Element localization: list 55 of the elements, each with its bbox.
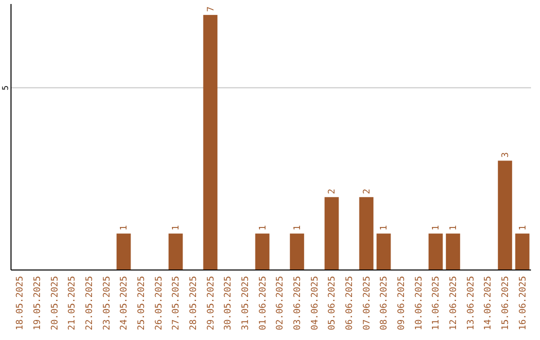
bar	[255, 234, 270, 270]
x-tick-label: 27.05.2025	[172, 276, 182, 330]
data-label: 1	[380, 225, 390, 231]
data-label: 1	[258, 225, 268, 231]
data-label: 1	[518, 225, 528, 231]
x-tick-label: 02.06.2025	[276, 276, 286, 330]
data-label: 3	[501, 152, 511, 158]
x-tick-label: 16.06.2025	[518, 276, 528, 330]
x-tick-label: 20.05.2025	[50, 276, 60, 330]
x-tick-label: 08.06.2025	[380, 276, 390, 330]
bar	[116, 234, 131, 270]
x-tick-label: 05.06.2025	[328, 276, 338, 330]
data-label: 7	[206, 6, 216, 12]
x-tick-label: 21.05.2025	[68, 276, 78, 330]
bar	[376, 234, 391, 270]
x-tick-label: 10.06.2025	[414, 276, 424, 330]
bar	[446, 234, 460, 270]
x-tick-label: 28.05.2025	[189, 276, 199, 330]
data-label: 1	[120, 225, 130, 231]
data-label: 1	[293, 225, 303, 231]
y-tick-label: 5	[1, 85, 10, 90]
x-tick-label: 01.06.2025	[258, 276, 268, 330]
bar	[203, 14, 218, 270]
x-tick-label: 12.06.2025	[449, 276, 459, 330]
x-tick-label: 14.06.2025	[484, 276, 494, 330]
x-tick-label: 31.05.2025	[241, 276, 251, 330]
bar	[498, 160, 512, 270]
x-tick-label: 15.06.2025	[501, 276, 511, 330]
data-label: 1	[172, 225, 182, 231]
x-tick-label: 26.05.2025	[154, 276, 164, 330]
x-tick-label: 22.05.2025	[85, 276, 95, 330]
x-tick-label: 03.06.2025	[293, 276, 303, 330]
x-tick-label: 11.06.2025	[432, 276, 442, 330]
bar	[168, 234, 183, 270]
bar	[428, 234, 443, 270]
bar	[290, 234, 304, 270]
data-label: 1	[449, 225, 459, 231]
bar	[324, 197, 339, 270]
x-tick-label: 13.06.2025	[466, 276, 476, 330]
data-label: 2	[328, 188, 338, 194]
x-tick-label: 29.05.2025	[206, 276, 216, 330]
x-tick-label: 07.06.2025	[362, 276, 372, 330]
x-tick-label: 30.05.2025	[224, 276, 234, 330]
x-tick-label: 09.06.2025	[397, 276, 407, 330]
bar	[515, 234, 530, 270]
bar	[359, 197, 374, 270]
x-tick-label: 04.06.2025	[310, 276, 320, 330]
data-label: 1	[432, 225, 442, 231]
x-tick-label: 18.05.2025	[16, 276, 26, 330]
data-label: 2	[362, 188, 372, 194]
x-tick-label: 25.05.2025	[137, 276, 147, 330]
x-tick-label: 24.05.2025	[120, 276, 130, 330]
x-tick-label: 19.05.2025	[33, 276, 43, 330]
x-tick-label: 06.06.2025	[345, 276, 355, 330]
x-tick-label: 23.05.2025	[102, 276, 112, 330]
